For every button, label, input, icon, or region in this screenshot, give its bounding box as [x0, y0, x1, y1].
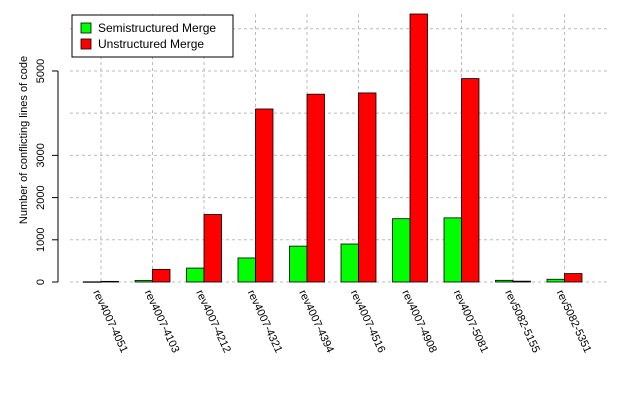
legend: Semistructured Merge Unstructured Merge — [71, 14, 234, 58]
bar-semistructured — [392, 218, 411, 283]
x-category-label: rev4007-4321 — [245, 288, 285, 355]
bars — [83, 13, 583, 283]
x-category-label: rev4007-4051 — [90, 288, 130, 355]
y-tick-label: 3000 — [35, 143, 47, 167]
x-category-label: rev5082-5351 — [554, 288, 594, 355]
bar-semistructured — [237, 257, 256, 283]
legend-label: Unstructured Merge — [98, 37, 204, 51]
bar-semistructured — [495, 279, 514, 283]
bar-unstructured — [512, 280, 531, 283]
bar-semistructured — [186, 267, 205, 283]
bar-unstructured — [358, 92, 377, 283]
bar-semistructured — [443, 217, 462, 283]
y-tick-label: 0 — [35, 279, 47, 285]
x-category-label: rev4007-4103 — [142, 288, 182, 355]
y-axis: 0 1000 2000 3000 5000 — [35, 59, 59, 285]
legend-swatch — [80, 22, 92, 34]
bar-semistructured — [83, 281, 102, 283]
legend-box — [71, 14, 234, 58]
x-category-label: rev4007-5081 — [451, 288, 491, 355]
bar-unstructured — [203, 214, 222, 283]
legend-swatch — [80, 38, 92, 50]
bar-semistructured — [546, 278, 565, 283]
y-axis-label: Number of conflicting lines of code — [18, 56, 30, 224]
x-category-label: rev4007-4212 — [193, 288, 233, 355]
bar-unstructured — [306, 93, 325, 283]
y-tick-label: 2000 — [35, 185, 47, 209]
y-tick-label: 5000 — [35, 59, 47, 83]
x-category-label: rev5082-5155 — [502, 288, 542, 355]
bar-semistructured — [289, 245, 308, 283]
y-tick-label: 1000 — [35, 228, 47, 252]
x-axis-labels: rev4007-4051 rev4007-4103 rev4007-4212 rev4… — [90, 288, 593, 355]
bar-unstructured — [409, 13, 428, 283]
bar-unstructured — [461, 78, 480, 283]
bar-unstructured — [152, 268, 171, 283]
legend-label: Semistructured Merge — [98, 21, 216, 35]
bar-semistructured — [340, 243, 359, 283]
bar-semistructured — [134, 280, 153, 283]
bar-unstructured — [255, 108, 274, 283]
x-category-label: rev4007-4516 — [348, 288, 388, 355]
x-category-label: rev4007-4908 — [399, 288, 439, 355]
bar-unstructured — [100, 280, 119, 283]
bar-unstructured — [564, 273, 583, 283]
x-category-label: rev4007-4394 — [296, 288, 336, 355]
